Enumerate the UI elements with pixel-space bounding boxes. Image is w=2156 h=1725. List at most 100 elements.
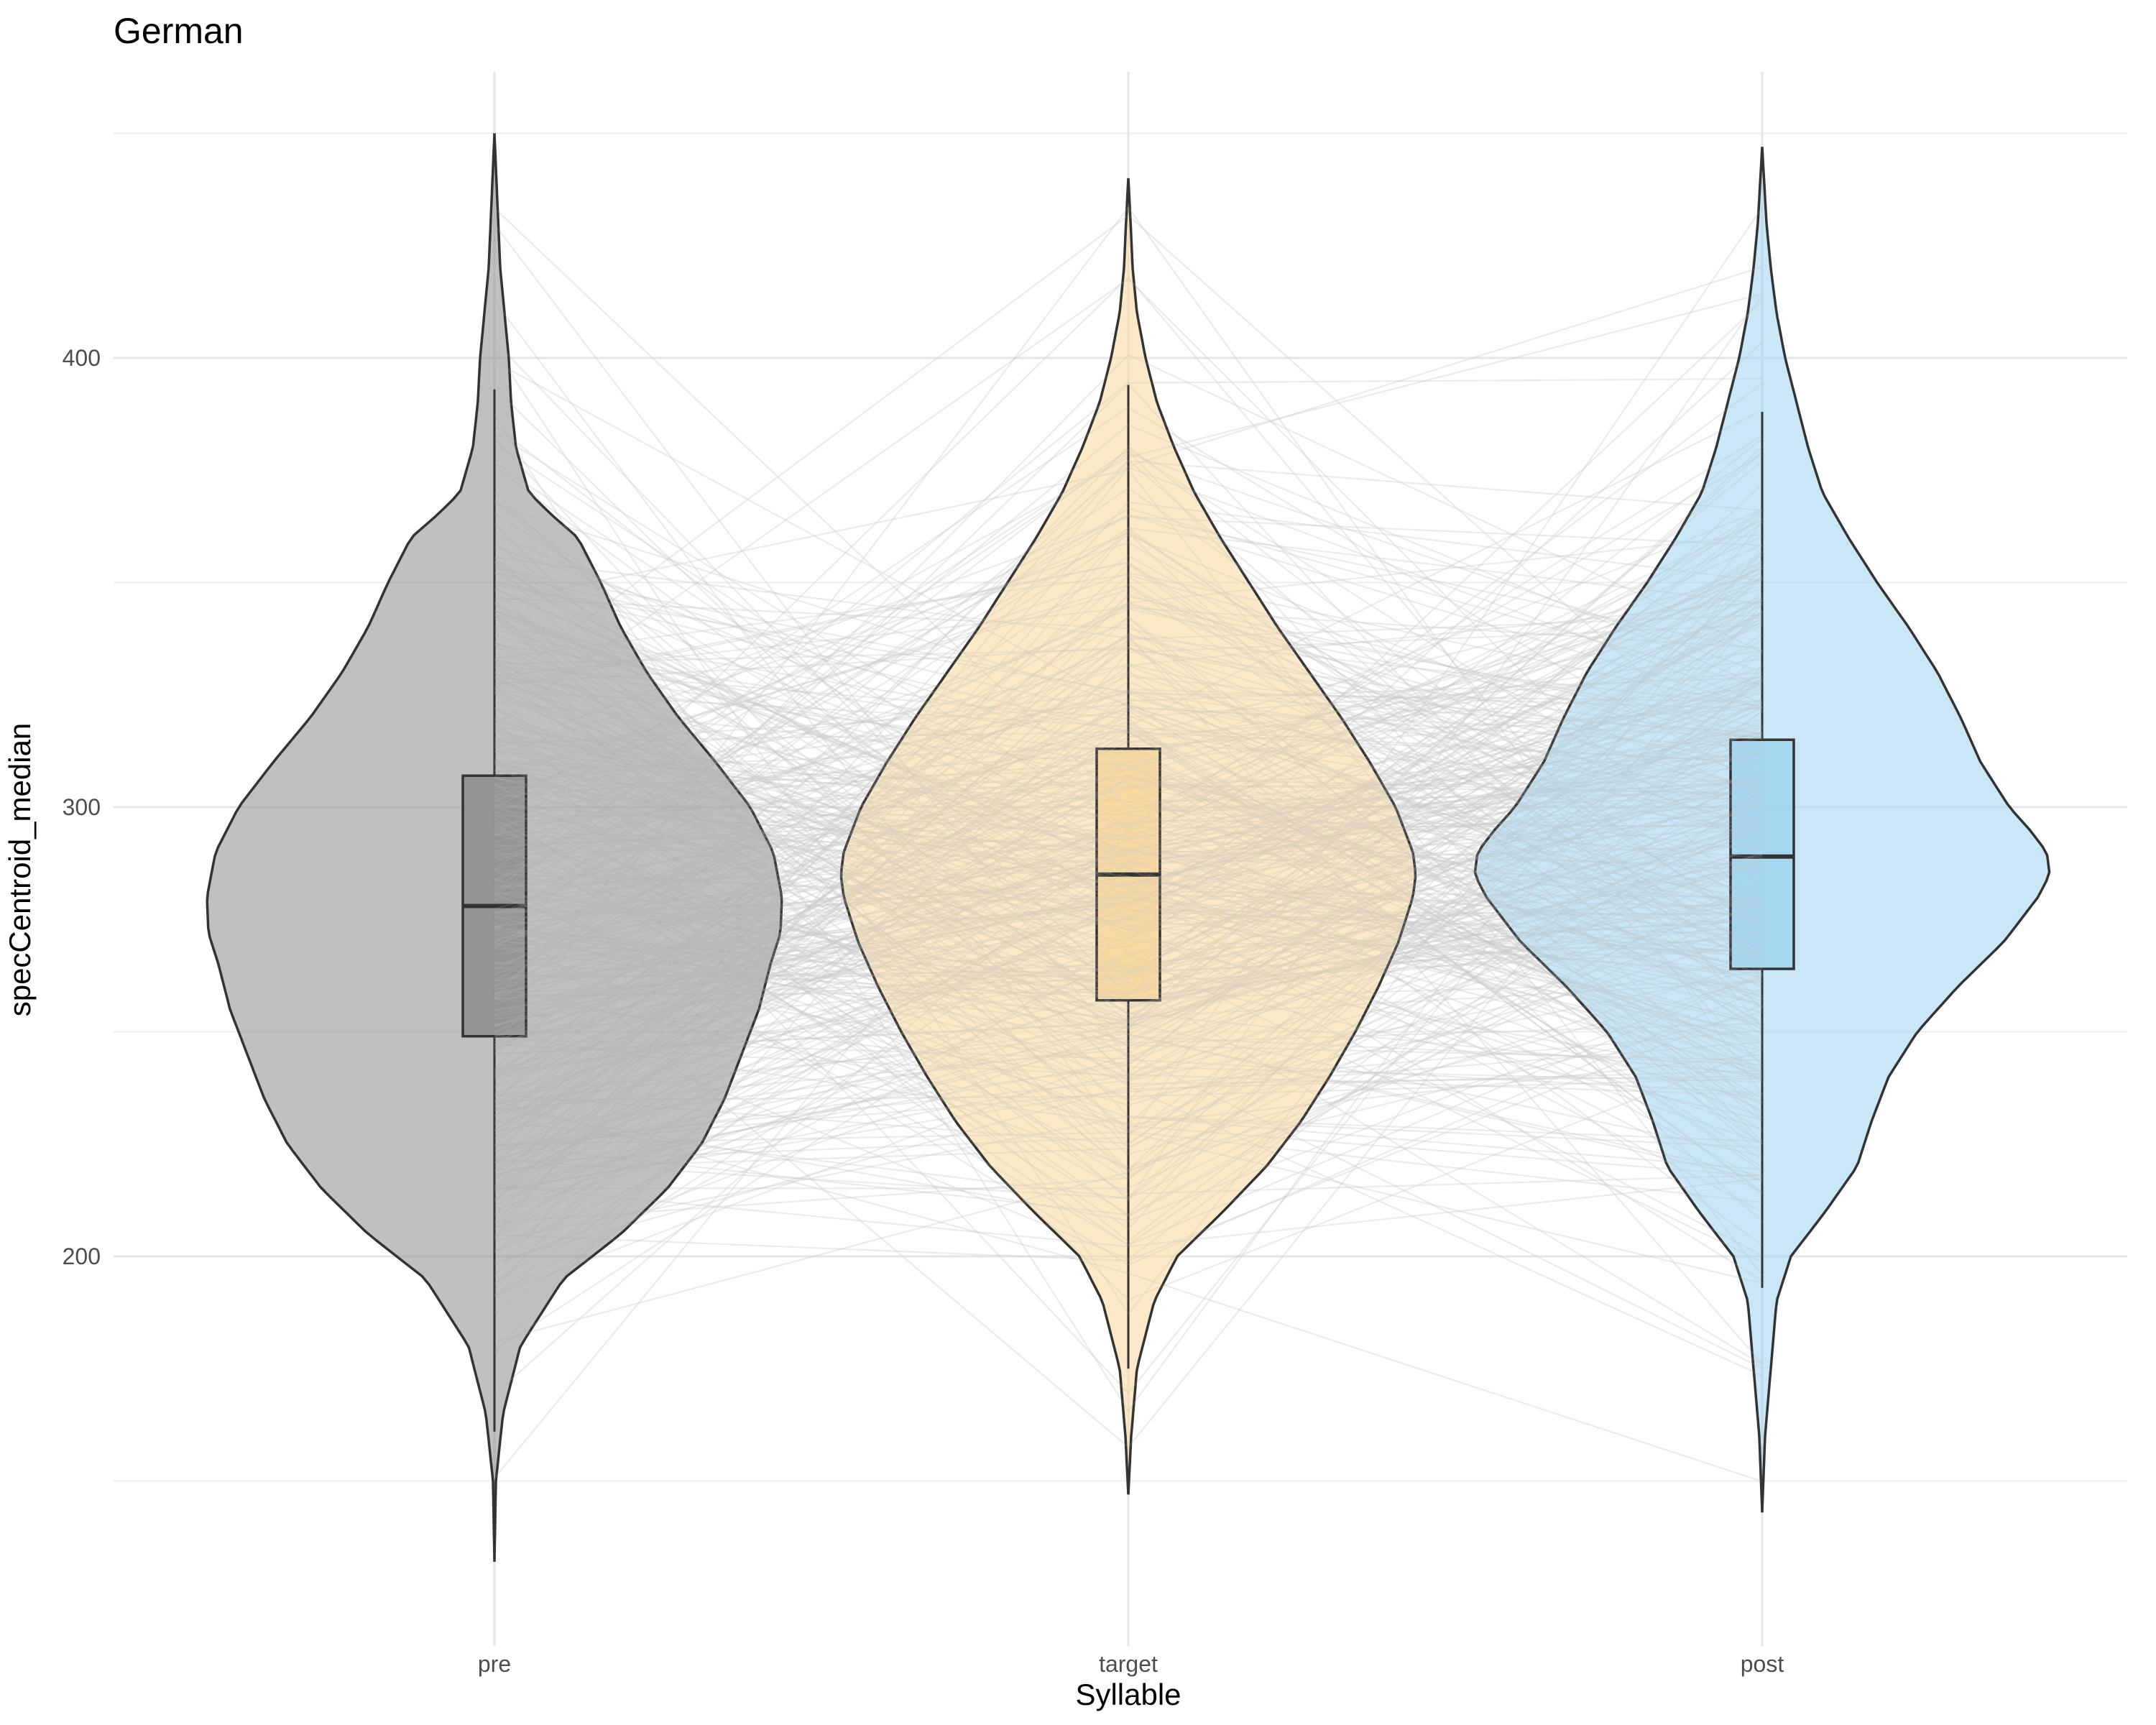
paired-observation-line-overlay [494, 922, 1763, 1106]
paired-observation-line-overlay [494, 1131, 1763, 1284]
paired-observation-line-overlay [494, 678, 1763, 968]
x-tick-label: pre [478, 1651, 511, 1677]
paired-observation-line-overlay [494, 633, 1763, 1055]
paired-observation-line-overlay [494, 680, 1763, 1132]
paired-observation-line-overlay [494, 602, 1763, 974]
violins [206, 133, 2051, 1563]
paired-observation-line-overlay [494, 348, 1763, 1315]
paired-observation-line-overlay [494, 707, 1763, 980]
paired-observation-line-overlay [494, 206, 1763, 1164]
paired-observation-line-overlay [494, 664, 1763, 918]
paired-observation-line-overlay [494, 792, 1763, 1282]
paired-observation-line-overlay [494, 612, 1763, 976]
paired-observation-line-overlay [494, 851, 1763, 1177]
paired-observation-line-overlay [494, 776, 1763, 1060]
paired-observation-line-overlay [494, 764, 1763, 901]
paired-observation-line-overlay [494, 729, 1763, 890]
paired-observation-line-overlay [494, 448, 1763, 929]
paired-observation-line-overlay [494, 761, 1763, 1144]
paired-observation-line-overlay [494, 619, 1763, 889]
paired-observation-line-overlay [494, 1022, 1763, 1157]
paired-observation-line-overlay [494, 704, 1763, 925]
paired-observation-line-overlay [494, 214, 1763, 781]
paired-observation-line-overlay [494, 827, 1763, 1215]
paired-observation-line-overlay [494, 740, 1763, 1034]
paired-observation-line-overlay [494, 530, 1763, 925]
paired-observation-line-overlay [494, 916, 1763, 994]
paired-observation-line-overlay [494, 810, 1763, 1246]
paired-observation-line-overlay [494, 492, 1763, 1077]
paired-observation-line-overlay [494, 861, 1763, 1055]
paired-observation-line-overlay [494, 818, 1763, 1088]
paired-observation-line-overlay [494, 1035, 1763, 1192]
paired-observation-line-overlay [494, 575, 1763, 1125]
paired-observation-line-overlay [494, 973, 1763, 1222]
paired-observation-line-overlay [494, 588, 1763, 935]
paired-observation-line-overlay [494, 677, 1763, 1172]
paired-observation-line-overlay [494, 893, 1763, 1022]
paired-observation-line-overlay [494, 614, 1763, 1008]
paired-observation-line-overlay [494, 689, 1763, 947]
paired-observation-line-overlay [494, 869, 1763, 1252]
y-axis-title: specCentroid_median [3, 723, 37, 1017]
paired-observation-line-overlay [494, 671, 1763, 1072]
paired-observation-line-overlay [494, 625, 1763, 1132]
paired-observation-line-overlay [494, 640, 1763, 1223]
paired-observation-line-overlay [494, 822, 1763, 1246]
paired-observation-line-overlay [494, 745, 1763, 1243]
paired-observation-line-overlay [494, 551, 1763, 1230]
paired-observation-line-overlay [494, 612, 1763, 853]
paired-observation-line-overlay [494, 266, 1763, 993]
paired-observation-line-overlay [494, 707, 1763, 1000]
paired-observation-line-overlay [494, 360, 1763, 1024]
paired-observation-line-overlay [494, 610, 1763, 966]
paired-observation-line-overlay [494, 617, 1763, 1131]
paired-observation-line-overlay [494, 773, 1763, 1071]
paired-observation-line-overlay [494, 805, 1763, 1005]
paired-observation-line-overlay [494, 597, 1763, 1152]
paired-observation-line-overlay [494, 443, 1763, 1006]
paired-observation-line-overlay [494, 896, 1763, 1052]
paired-observation-line-overlay [494, 509, 1763, 1049]
paired-observation-line-overlay [494, 753, 1763, 914]
paired-observation-line-overlay [494, 860, 1763, 1284]
paired-observation-line-overlay [494, 658, 1763, 1047]
paired-observation-line-overlay [494, 707, 1763, 1082]
paired-observation-line-overlay [494, 451, 1763, 1023]
paired-observation-line-overlay [494, 689, 1763, 1286]
paired-observation-line-overlay [494, 565, 1763, 971]
paired-observation-line-overlay [494, 725, 1763, 1100]
paired-observation-line-overlay [494, 720, 1763, 1193]
paired-observation-line-overlay [494, 942, 1763, 1168]
paired-observation-line-overlay [494, 786, 1763, 1168]
paired-observation-line-overlay [494, 671, 1763, 943]
paired-observation-line-overlay [494, 567, 1763, 1236]
paired-observation-line-overlay [494, 341, 1763, 932]
paired-observation-line-overlay [494, 1077, 1763, 1102]
paired-observation-line-overlay [494, 828, 1763, 995]
paired-observation-line-overlay [494, 849, 1763, 1021]
paired-observation-line-overlay [494, 687, 1763, 1098]
paired-observation-line-overlay [494, 737, 1763, 971]
paired-observation-line-overlay [494, 561, 1763, 1182]
paired-observation-line-overlay [494, 735, 1763, 1077]
paired-observation-line-overlay [494, 592, 1763, 1066]
paired-observation-line-overlay [494, 589, 1763, 1177]
paired-observation-line-overlay [494, 578, 1763, 1101]
paired-observation-line-overlay [494, 824, 1763, 1000]
paired-observation-line-overlay [494, 681, 1763, 853]
paired-observation-line-overlay [494, 658, 1763, 798]
paired-observation-line-overlay [494, 778, 1763, 996]
paired-observation-line-overlay [494, 604, 1763, 1016]
paired-observation-line-overlay [494, 731, 1763, 1074]
paired-observation-line-overlay [494, 854, 1763, 1010]
paired-observation-line-overlay [494, 522, 1763, 995]
paired-observation-line-overlay [494, 847, 1763, 1039]
paired-observation-line-overlay [494, 1052, 1763, 1369]
paired-observation-line-overlay [494, 300, 1763, 1164]
paired-observation-line-overlay [494, 587, 1763, 1194]
paired-observation-line-overlay [494, 707, 1763, 1000]
paired-observation-line-overlay [494, 437, 1763, 1171]
paired-observation-line-overlay [494, 965, 1763, 1080]
paired-observation-line-overlay [494, 727, 1763, 996]
